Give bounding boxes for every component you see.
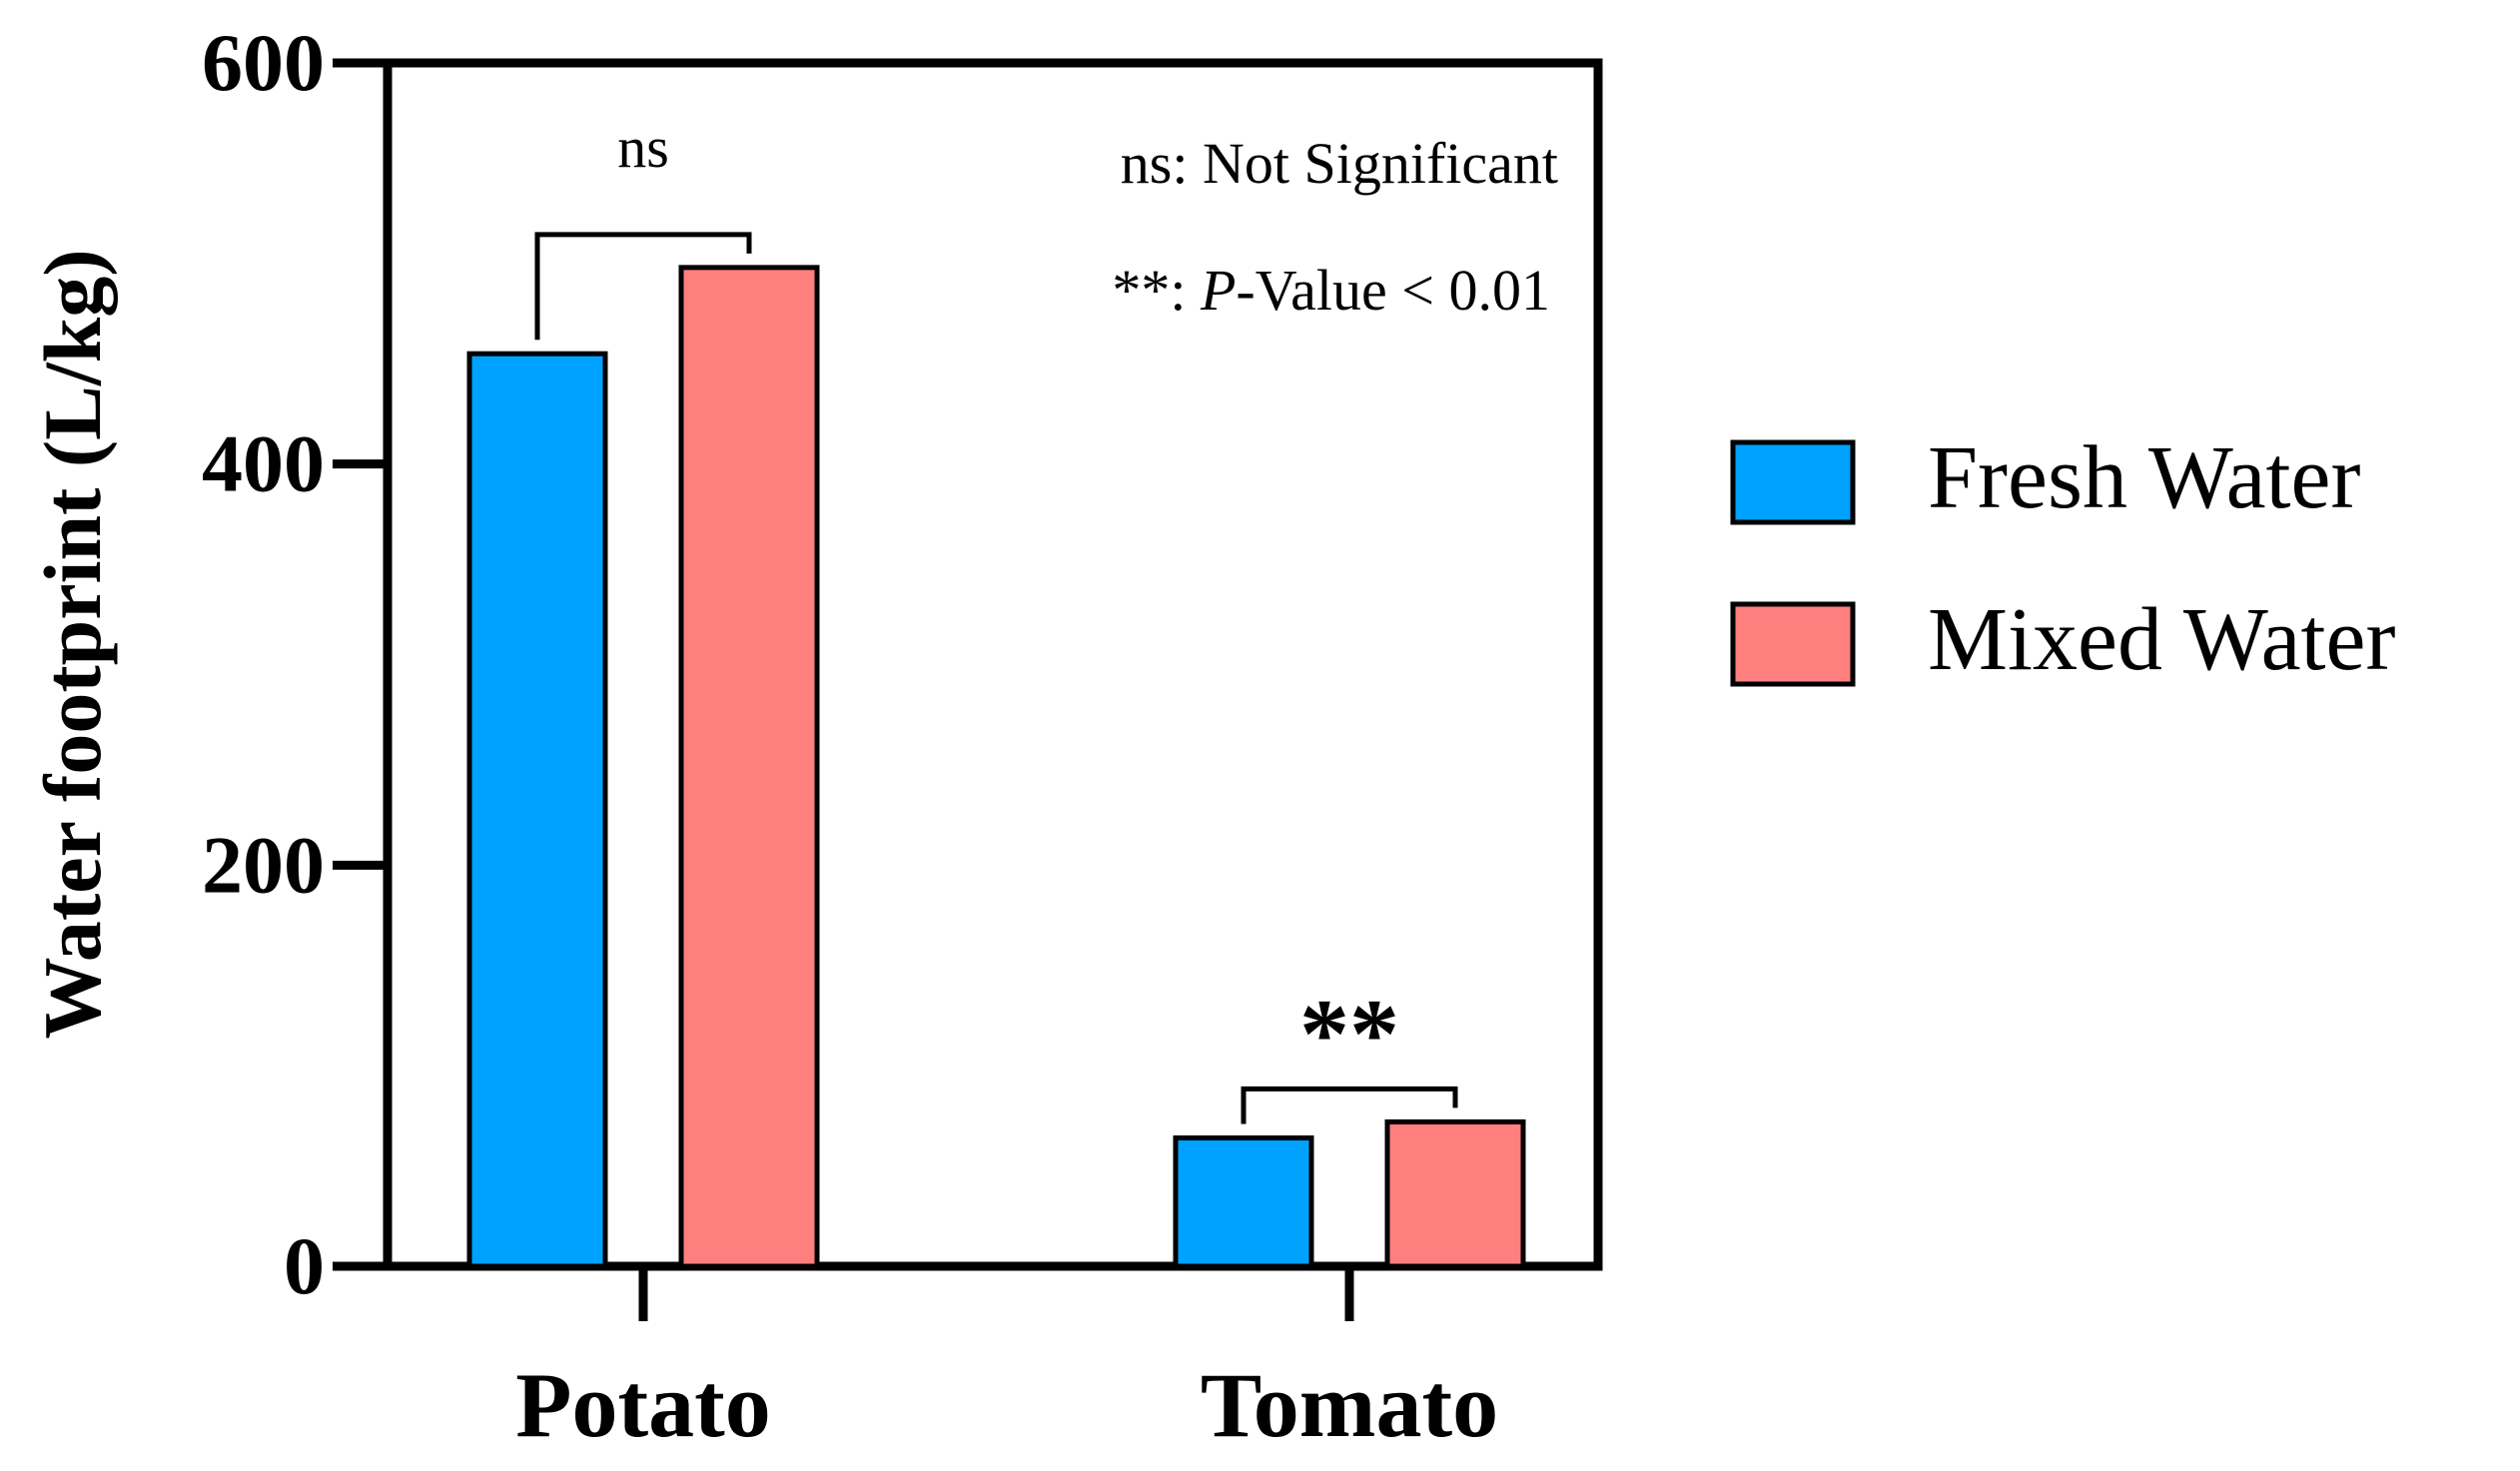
x-axis-ticks: Potato Tomato bbox=[515, 1266, 1498, 1456]
p-note-italic: P bbox=[1200, 258, 1236, 323]
significance-bracket-tomato bbox=[1241, 1086, 1458, 1124]
legend-label: Fresh Water bbox=[1928, 428, 2361, 527]
x-tick-label: Potato bbox=[515, 1354, 770, 1456]
y-tick-label: 0 bbox=[284, 1220, 325, 1311]
legend-swatch bbox=[1730, 601, 1856, 687]
bar-mixed-water-tomato bbox=[1384, 1118, 1526, 1269]
p-value-note: **: P-Value < 0.01 bbox=[1112, 258, 1550, 323]
bars-group bbox=[466, 265, 1526, 1269]
significance-brackets: ns ** bbox=[534, 115, 1458, 1124]
y-tick-label: 400 bbox=[202, 418, 325, 509]
bar-mixed-water-potato bbox=[678, 265, 820, 1269]
significance-bracket-potato bbox=[534, 232, 752, 341]
significance-label-potato: ns bbox=[617, 115, 669, 180]
bar-fresh-water-tomato bbox=[1173, 1134, 1314, 1269]
p-note-suffix: -Value < 0.01 bbox=[1236, 258, 1550, 323]
ns-note: ns: Not Significant bbox=[1121, 131, 1558, 196]
y-tick-label: 200 bbox=[202, 819, 325, 910]
y-axis-label: Water footprint (L/kg) bbox=[27, 249, 118, 1039]
legend-swatch bbox=[1730, 439, 1856, 525]
x-tick-label: Tomato bbox=[1201, 1354, 1498, 1456]
bar-fresh-water-potato bbox=[466, 351, 608, 1269]
plot-area bbox=[383, 58, 1603, 1271]
plot-frame bbox=[383, 58, 1603, 1271]
y-tick-label: 600 bbox=[202, 17, 325, 108]
p-note-prefix: **: bbox=[1112, 258, 1201, 323]
legend: Fresh Water Mixed Water bbox=[1730, 428, 2395, 689]
significance-label-tomato: ** bbox=[1299, 978, 1399, 1089]
legend-label: Mixed Water bbox=[1928, 590, 2395, 689]
y-axis-ticks: 0 200 400 600 bbox=[202, 17, 388, 1311]
